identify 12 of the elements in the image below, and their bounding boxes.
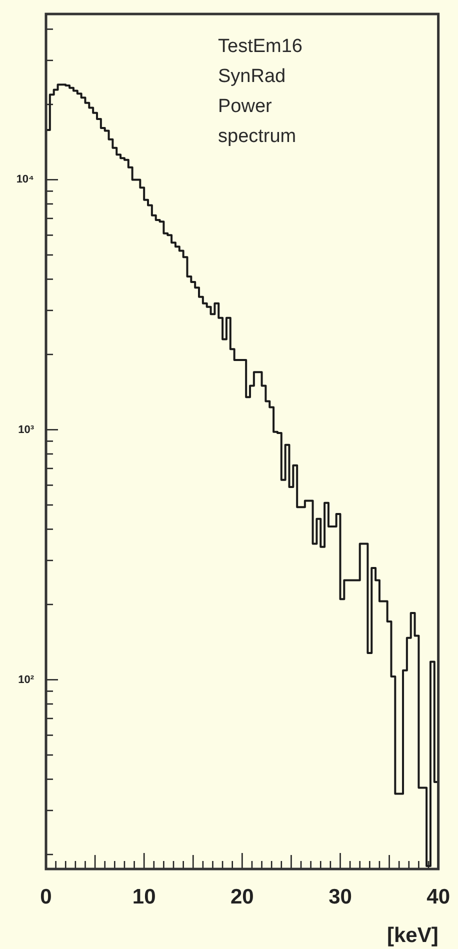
x-tick-label: 0 (40, 885, 52, 908)
annotation: TestEm16 (218, 35, 304, 59)
x-axis-title: [keV] (386, 924, 438, 948)
x-tick-label: 40 (426, 885, 450, 908)
x-tick-label: 30 (328, 885, 352, 908)
y-tick-label: 10⁴ (16, 174, 34, 186)
y-tick-label: 10² (18, 674, 34, 686)
x-tick-label: 20 (230, 885, 254, 908)
annotation: SynRad (218, 65, 287, 89)
x-tick-label: 10 (132, 885, 156, 908)
y-tick-label: 10³ (18, 424, 34, 436)
annotation: Power spectrum (218, 95, 298, 149)
